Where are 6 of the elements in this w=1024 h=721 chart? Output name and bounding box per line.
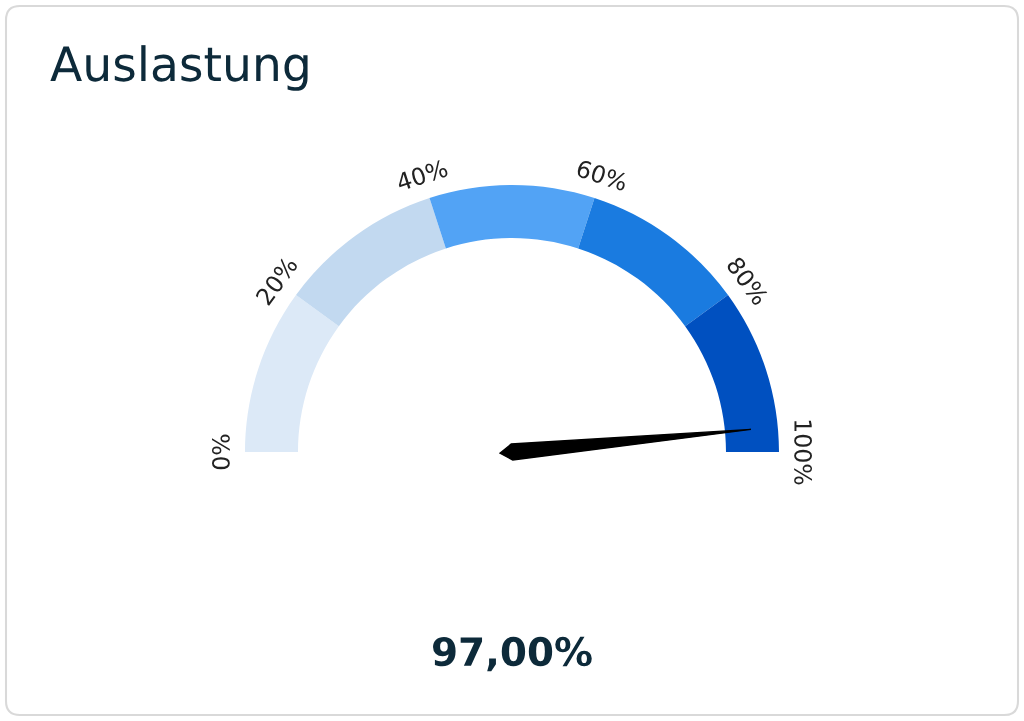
slice-label: 40% <box>395 158 449 192</box>
chart-title: Auslastung <box>50 45 308 91</box>
slice-label: 0% <box>211 434 230 470</box>
text: 100% <box>794 420 813 485</box>
slice-label: 60% <box>575 159 629 192</box>
text: 97,00% <box>433 636 592 672</box>
